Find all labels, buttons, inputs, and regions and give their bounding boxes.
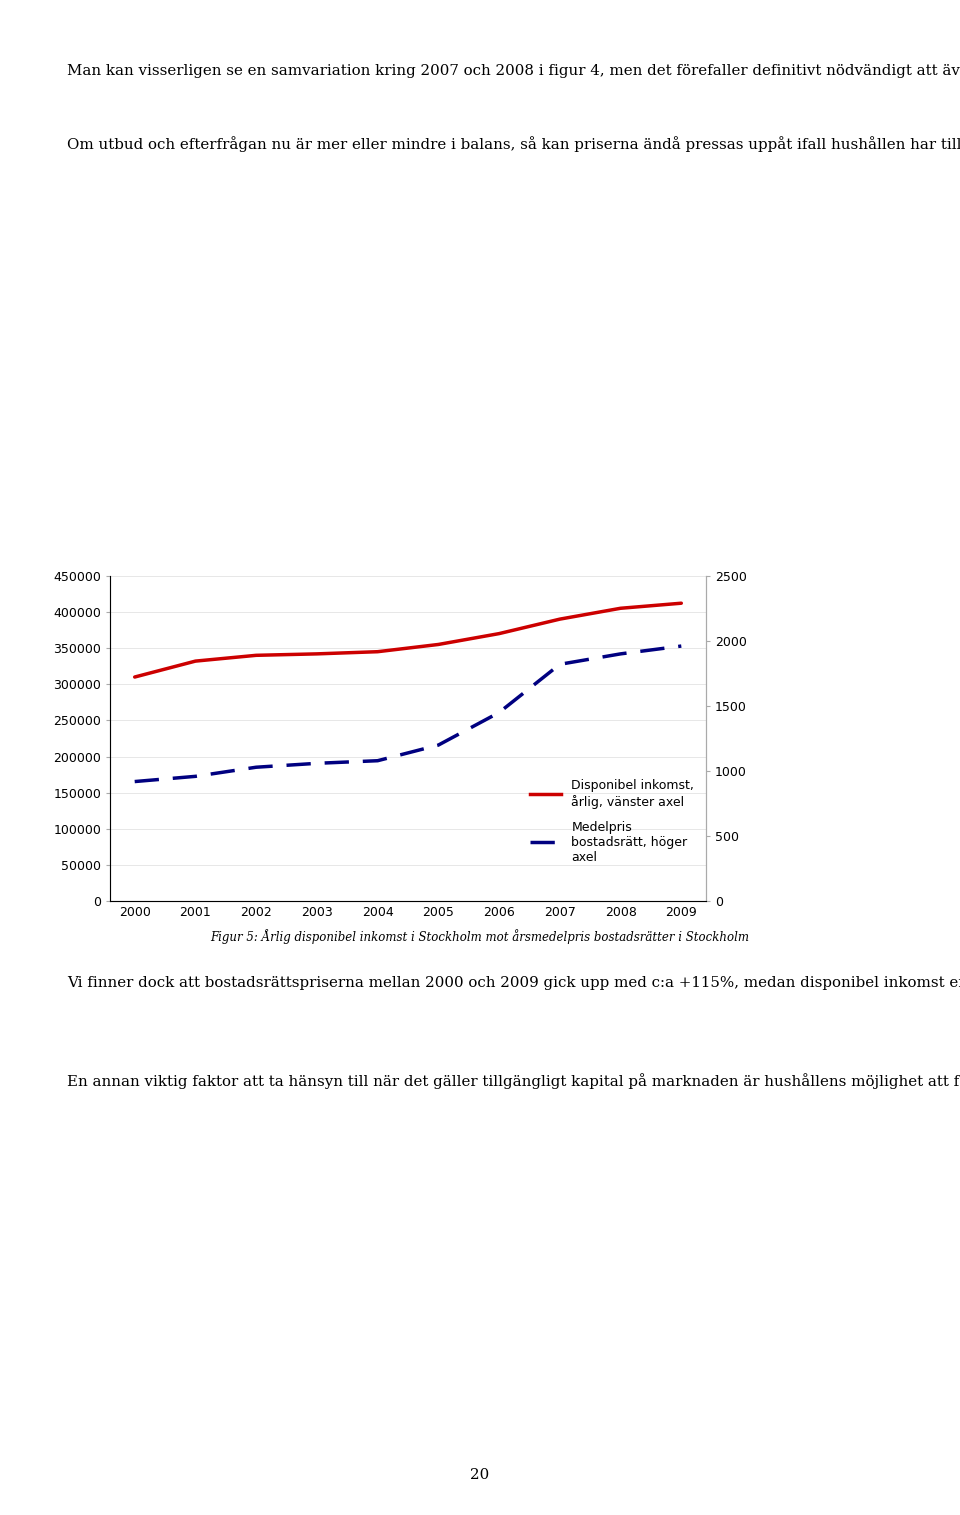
Legend: Disponibel inkomst,
årlig, vänster axel, Medelpris
bostadsrätt, höger
axel: Disponibel inkomst, årlig, vänster axel,… — [525, 774, 699, 870]
Text: 20: 20 — [470, 1468, 490, 1482]
Text: Figur 5: Årlig disponibel inkomst i Stockholm mot årsmedelpris bostadsrätter i S: Figur 5: Årlig disponibel inkomst i Stoc… — [210, 929, 750, 944]
Text: Om utbud och efterfrågan nu är mer eller mindre i balans, så kan priserna ändå p: Om utbud och efterfrågan nu är mer eller… — [67, 136, 960, 152]
Text: Man kan visserligen se en samvariation kring 2007 och 2008 i figur 4, men det fö: Man kan visserligen se en samvariation k… — [67, 64, 960, 77]
Text: En annan viktig faktor att ta hänsyn till när det gäller tillgängligt kapital på: En annan viktig faktor att ta hänsyn til… — [67, 1073, 960, 1089]
Text: Vi finner dock att bostadsrättspriserna mellan 2000 och 2009 gick upp med c:a +1: Vi finner dock att bostadsrättspriserna … — [67, 974, 960, 989]
